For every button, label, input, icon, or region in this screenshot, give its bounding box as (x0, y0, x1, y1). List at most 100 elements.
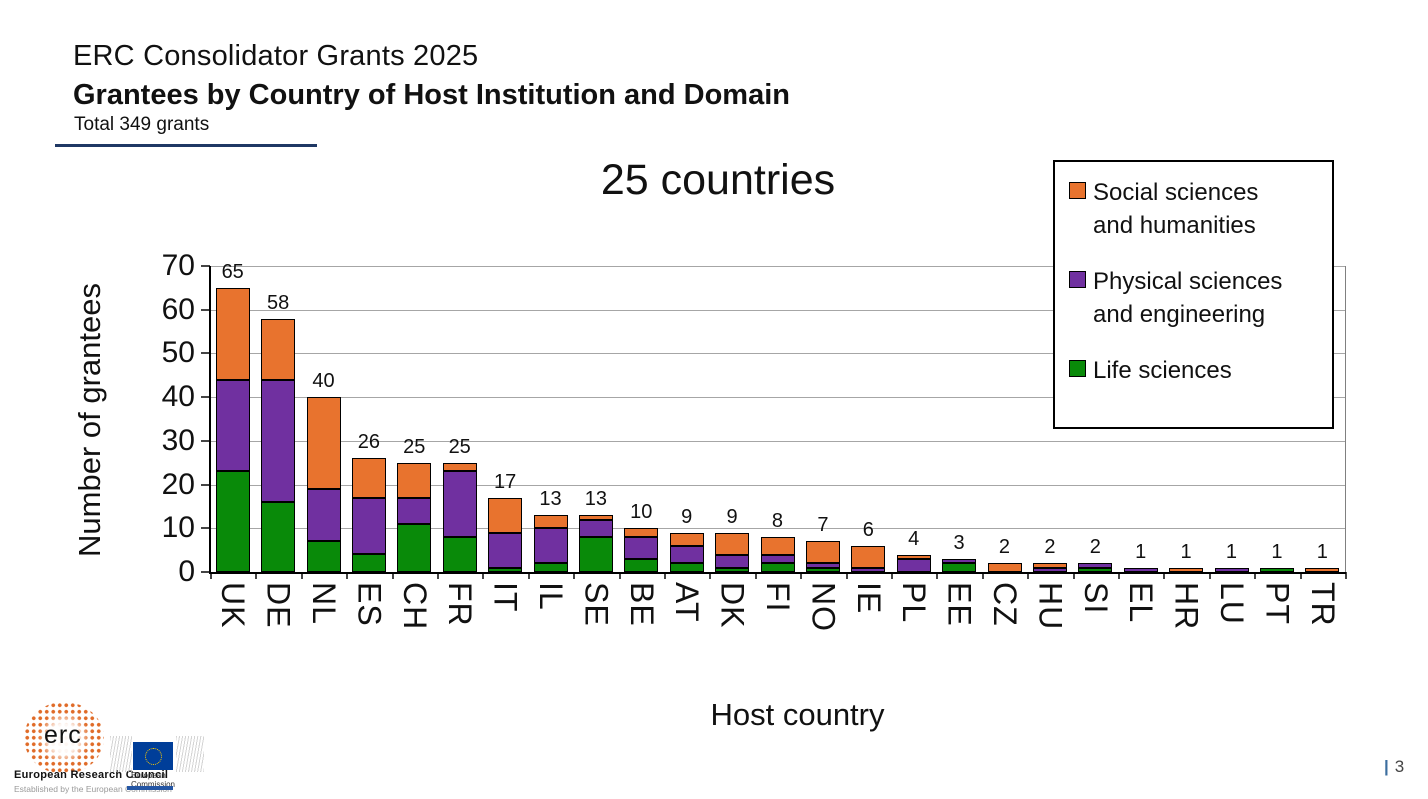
bar-segment-social-sciences-and-humanities (442, 462, 477, 472)
slide-subtitle-total: Total 349 grants (74, 114, 210, 135)
x-tick-label-text: UK (215, 582, 252, 629)
bar-segment-physical-sciences-and-engineering (488, 532, 523, 568)
bar-segment-social-sciences-and-humanities (1032, 563, 1067, 568)
x-tick-label-text: SI (1077, 582, 1114, 615)
x-tick-label: LU (1209, 582, 1254, 667)
bar-value-label: 1 (1135, 540, 1147, 563)
bar-segment-social-sciences-and-humanities (624, 528, 659, 537)
bar-segment-life-sciences (397, 523, 432, 572)
bar-value-label: 9 (726, 505, 738, 528)
x-tick-label-text: IT (487, 582, 524, 613)
bar (624, 528, 659, 572)
bar-value-label: 3 (953, 531, 965, 554)
x-tick-label-text: DK (714, 582, 751, 629)
x-tick-mark (1208, 572, 1211, 579)
erc-logo-text: erc (44, 721, 82, 749)
bar-segment-social-sciences-and-humanities (261, 318, 296, 380)
legend-label: Physical sciences and engineering (1093, 265, 1282, 331)
bar (987, 563, 1022, 572)
bar-value-label: 7 (817, 514, 829, 537)
y-tick-label: 30 (161, 423, 195, 457)
bar-segment-life-sciences (351, 554, 386, 572)
legend-swatch-icon (1069, 360, 1086, 377)
bar-segment-physical-sciences-and-engineering (215, 379, 250, 472)
bar-segment-life-sciences (942, 563, 977, 572)
bar-segment-life-sciences (488, 567, 523, 572)
y-tick-label: 0 (178, 555, 195, 588)
bar-segment-social-sciences-and-humanities (578, 515, 613, 520)
bar-segment-social-sciences-and-humanities (851, 545, 886, 568)
x-tick-label: HR (1163, 582, 1208, 667)
x-tick-label-text: BE (623, 582, 660, 627)
bar-value-label: 13 (539, 488, 562, 511)
legend-label-line: and humanities (1093, 212, 1256, 239)
y-tick-mark (201, 352, 210, 355)
x-tick-label-text: PL (896, 582, 933, 624)
x-tick-label-text: NL (305, 582, 342, 625)
bar-segment-physical-sciences-and-engineering (1214, 567, 1249, 572)
x-tick-label: CZ (982, 582, 1027, 667)
legend-label-line: Physical sciences (1093, 268, 1283, 295)
x-tick-label: NL (301, 582, 346, 667)
bar-value-label: 65 (221, 260, 244, 283)
x-tick-label-text: DE (260, 582, 297, 629)
x-tick-mark (618, 572, 621, 579)
bar (1169, 567, 1204, 572)
y-gridline (210, 528, 1345, 530)
x-tick-label-text: FI (759, 582, 796, 613)
x-tick-label-text: TR (1304, 582, 1341, 627)
slide-title-line1: ERC Consolidator Grants 2025 (73, 40, 479, 72)
x-tick-mark (845, 572, 848, 579)
bar-value-label: 58 (266, 291, 290, 314)
legend-label: Social sciences and humanities (1093, 176, 1258, 242)
y-tick-label: 70 (161, 249, 195, 282)
x-tick-label: IE (846, 582, 891, 667)
x-tick-mark (255, 572, 258, 579)
bar-value-label: 2 (1089, 536, 1101, 559)
y-tick-mark (201, 483, 210, 486)
bar (533, 515, 568, 572)
bar-segment-life-sciences (1078, 567, 1113, 572)
bar (306, 397, 341, 572)
x-tick-label: FR (437, 582, 482, 667)
bar-segment-social-sciences-and-humanities (351, 458, 386, 498)
plot-right-border (1345, 266, 1346, 572)
x-tick-label: DK (709, 582, 754, 667)
x-tick-label: EE (936, 582, 981, 667)
bar-segment-physical-sciences-and-engineering (442, 471, 477, 537)
x-tick-label-text: IL (532, 582, 569, 611)
y-gridline (210, 440, 1345, 442)
x-tick-label: DE (255, 582, 300, 667)
legend-label: Life sciences (1093, 354, 1232, 387)
x-tick-label-text: HU (1032, 582, 1069, 631)
bar-segment-life-sciences (805, 567, 840, 572)
x-tick-label-text: CZ (986, 582, 1023, 627)
x-tick-mark (346, 572, 349, 579)
x-tick-label: PT (1254, 582, 1299, 667)
x-tick-mark (527, 572, 530, 579)
legend-label-line: and engineering (1093, 301, 1266, 328)
x-tick-label-text: IE (850, 582, 887, 615)
bar-value-label: 25 (448, 435, 471, 458)
slide-title-line2: Grantees by Country of Host Institution … (73, 79, 790, 111)
bar-segment-social-sciences-and-humanities (669, 532, 704, 546)
bar-segment-life-sciences (1259, 567, 1294, 572)
bar-value-label: 8 (771, 510, 784, 532)
y-tick-mark (201, 571, 210, 573)
y-tick-label: 20 (161, 467, 195, 501)
bar-segment-physical-sciences-and-engineering (1123, 567, 1158, 572)
bar-segment-physical-sciences-and-engineering (715, 554, 750, 568)
bar (1123, 567, 1158, 572)
x-tick-mark (1027, 572, 1030, 579)
x-tick-mark (981, 572, 984, 579)
bar-segment-social-sciences-and-humanities (533, 515, 568, 529)
ec-name: European Commission (131, 771, 175, 789)
bar-value-label: 1 (1225, 540, 1238, 563)
bar-segment-physical-sciences-and-engineering (306, 488, 341, 542)
y-tick-label: 40 (161, 380, 195, 414)
bar (760, 537, 795, 572)
ec-blue-bar (127, 786, 173, 790)
bar-segment-physical-sciences-and-engineering (578, 519, 613, 538)
